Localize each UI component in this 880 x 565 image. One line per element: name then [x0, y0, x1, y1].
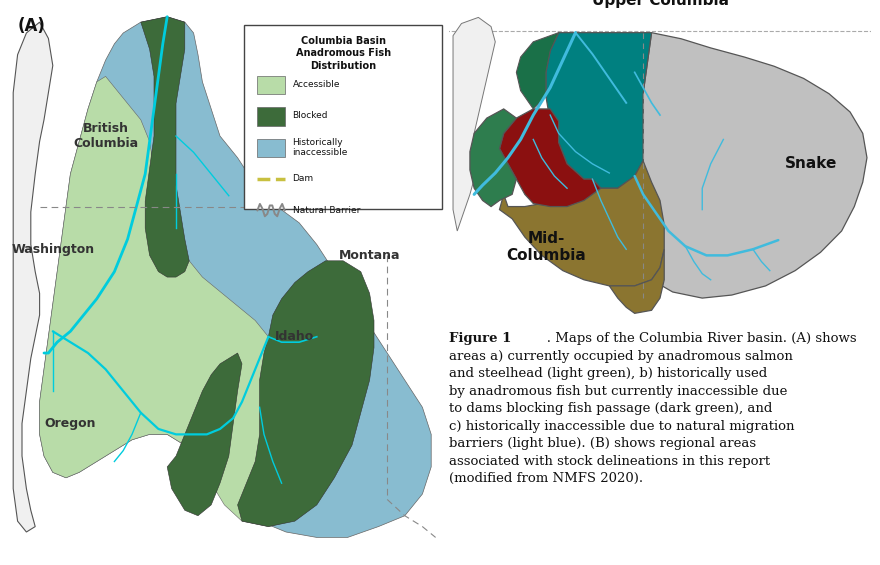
Polygon shape [609, 249, 664, 314]
Text: . Maps of the Columbia River basin. (A) shows
areas a) currently occupied by ana: . Maps of the Columbia River basin. (A) … [449, 332, 856, 485]
Text: Mid-
Columbia: Mid- Columbia [506, 231, 586, 263]
Polygon shape [546, 33, 651, 188]
Text: (A): (A) [18, 17, 46, 34]
FancyBboxPatch shape [447, 31, 873, 318]
Text: Oregon: Oregon [45, 417, 96, 430]
Text: Blocked: Blocked [293, 111, 328, 120]
Text: Upper Columbia: Upper Columbia [591, 0, 729, 8]
Text: Snake: Snake [785, 157, 838, 171]
Text: Washington: Washington [11, 244, 94, 257]
Text: Columbia Basin
Anadromous Fish
Distribution: Columbia Basin Anadromous Fish Distribut… [296, 36, 391, 71]
Polygon shape [634, 33, 867, 298]
Text: Natural Barrier: Natural Barrier [293, 206, 360, 215]
Polygon shape [141, 17, 189, 277]
Polygon shape [167, 353, 242, 516]
Polygon shape [453, 18, 495, 231]
Bar [258, 139, 285, 157]
Bar [258, 76, 285, 94]
Bar [258, 107, 285, 126]
Text: British
Columbia: British Columbia [73, 122, 138, 150]
Text: Dam: Dam [293, 175, 314, 184]
Text: Historically
inaccessible: Historically inaccessible [293, 138, 348, 157]
Text: Accessible: Accessible [293, 80, 340, 89]
Text: Montana: Montana [339, 249, 400, 262]
Text: Idaho: Idaho [275, 330, 314, 344]
Polygon shape [500, 109, 601, 207]
Polygon shape [470, 109, 517, 207]
Polygon shape [40, 76, 317, 527]
Polygon shape [500, 161, 664, 286]
Text: Figure 1: Figure 1 [449, 332, 511, 345]
Polygon shape [517, 33, 559, 109]
Polygon shape [40, 17, 431, 537]
Polygon shape [13, 22, 53, 532]
Polygon shape [238, 261, 374, 527]
FancyBboxPatch shape [245, 25, 443, 209]
